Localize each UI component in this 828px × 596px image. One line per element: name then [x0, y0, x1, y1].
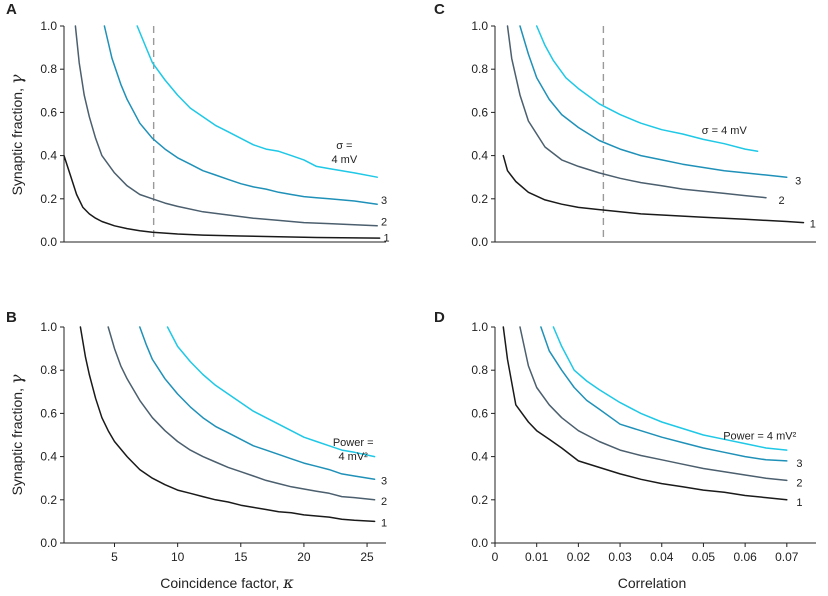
- panel-c-y-tick-label: 0.6: [471, 105, 488, 119]
- panel-d-x-tick-label: 0.07: [775, 550, 799, 564]
- panel-a-series-line-1: [63, 154, 381, 239]
- panel-c-y-tick-label: 0.2: [471, 192, 488, 206]
- panel-a-y-tick-label: 1.0: [40, 19, 57, 33]
- panel-a-y-tick-label: 0.0: [40, 235, 57, 249]
- panel-b-y-tick-label: 0.6: [40, 406, 57, 420]
- panel-a-series-line-2: [74, 25, 378, 227]
- panel-d-x-tick-label: 0.05: [692, 550, 716, 564]
- y-axis-title-top: Synaptic fraction, γ: [7, 74, 26, 195]
- panel-d-annotation: Power = 4 mV²: [723, 430, 796, 442]
- panel-a-curve-label: 3: [381, 195, 387, 207]
- panel-a-y-tick-label: 0.2: [40, 192, 57, 206]
- panel-d-series-line-1: [502, 326, 788, 501]
- panel-b-annotation: 4 mV²: [338, 451, 368, 463]
- panel-d-y-tick-label: 1.0: [471, 320, 488, 334]
- panel-d-series-line-2: [519, 326, 788, 482]
- panel-d-series-line-3: [540, 326, 788, 462]
- panel-b-series-line-2: [107, 326, 376, 501]
- panel-b-x-tick-label: 15: [234, 550, 248, 564]
- panel-d-x-tick-label: 0.06: [733, 550, 757, 564]
- panel-a-y-tick-label: 0.6: [40, 105, 57, 119]
- panel-c-series-line-4: [535, 25, 759, 153]
- panel-b-x-tick-label: 5: [111, 550, 118, 564]
- panel-d-y-tick-label: 0.0: [471, 536, 488, 550]
- panel-d-x-tick-label: 0.02: [567, 550, 591, 564]
- panel-a-series-line-3: [103, 25, 378, 205]
- panel-b-annotation: Power =: [333, 437, 374, 449]
- x-axis-title-b: Coincidence factor, κ: [160, 573, 294, 592]
- panel-c-curve-label: 2: [778, 195, 784, 207]
- panel-b-label: B: [6, 309, 17, 326]
- panel-b: B 0.0 0.2 0.4 0.6 0.8 1.0 5 10 15 20 25 1 2 3 Power = 4…: [6, 309, 387, 564]
- panel-b-x-tick-label: 25: [360, 550, 374, 564]
- panel-c-label: C: [434, 1, 445, 18]
- panel-a-series-line-4: [136, 25, 378, 178]
- panel-d-series-line-4: [552, 326, 788, 451]
- panel-b-series-line-4: [166, 326, 376, 458]
- panel-b-series-line-1: [79, 326, 376, 523]
- panel-b-series-line-3: [139, 326, 376, 481]
- panel-d-curve-label: 3: [796, 458, 802, 470]
- panel-d-x-tick-label: 0.03: [608, 550, 632, 564]
- panel-c-y-tick-label: 0.8: [471, 62, 488, 76]
- panel-c-annotation: σ = 4 mV: [702, 125, 748, 137]
- panel-d-curve-label: 2: [796, 478, 802, 490]
- panel-b-y-tick-label: 0.4: [40, 450, 57, 464]
- panel-b-curve-label: 1: [381, 517, 387, 529]
- panel-d-y-tick-label: 0.4: [471, 450, 488, 464]
- panel-d-x-tick-label: 0.01: [525, 550, 549, 564]
- panel-b-x-tick-label: 10: [171, 550, 185, 564]
- panel-c-series-line-3: [519, 25, 788, 178]
- panel-b-y-tick-label: 0.0: [40, 536, 57, 550]
- panel-b-y-tick-label: 0.2: [40, 493, 57, 507]
- panel-d-x-tick-label: 0: [492, 550, 499, 564]
- panel-c-series-line-1: [502, 154, 805, 224]
- y-axis-title-bottom: Synaptic fraction, γ: [7, 374, 26, 495]
- panel-d-y-tick-label: 0.6: [471, 406, 488, 420]
- panel-c-y-tick-label: 1.0: [471, 19, 488, 33]
- panel-a-y-tick-label: 0.4: [40, 149, 57, 163]
- panel-b-curve-label: 2: [381, 496, 387, 508]
- panel-c: C 0.0 0.2 0.4 0.6 0.8 1.0 1 23 σ = 4 mV: [434, 1, 816, 249]
- panel-a-curve-label: 1: [383, 233, 389, 245]
- panel-c-y-tick-label: 0.0: [471, 235, 488, 249]
- panel-d: D 0.0 0.2 0.4 0.6 0.8 1.0 0 0.01 0.02 0.03 0.04 0.0…: [434, 309, 816, 564]
- panel-c-series-line-2: [506, 25, 767, 199]
- panel-c-curve-label: 1: [810, 219, 816, 231]
- panel-a-annotation: σ =: [336, 140, 352, 152]
- panel-c-y-tick-label: 0.4: [471, 149, 488, 163]
- panel-b-y-tick-label: 0.8: [40, 363, 57, 377]
- panel-b-y-tick-label: 1.0: [40, 320, 57, 334]
- panel-d-y-tick-label: 0.8: [471, 363, 488, 377]
- panel-d-x-tick-label: 0.04: [650, 550, 674, 564]
- panel-b-x-tick-label: 20: [297, 550, 311, 564]
- x-axis-title-d: Correlation: [618, 575, 686, 591]
- panel-b-curve-label: 3: [381, 475, 387, 487]
- panel-d-curve-label: 1: [796, 497, 802, 509]
- panel-d-y-tick-label: 0.2: [471, 493, 488, 507]
- panel-a: A 0.0 0.2 0.4 0.6 0.8 1.0 1 2 3 σ = 4 mV: [6, 1, 390, 249]
- panel-a-curve-label: 2: [381, 216, 387, 228]
- panel-a-annotation: 4 mV: [331, 154, 357, 166]
- panel-a-label: A: [6, 1, 17, 18]
- panel-c-curve-label: 3: [795, 175, 801, 187]
- panel-d-label: D: [434, 309, 445, 326]
- panel-a-y-tick-label: 0.8: [40, 62, 57, 76]
